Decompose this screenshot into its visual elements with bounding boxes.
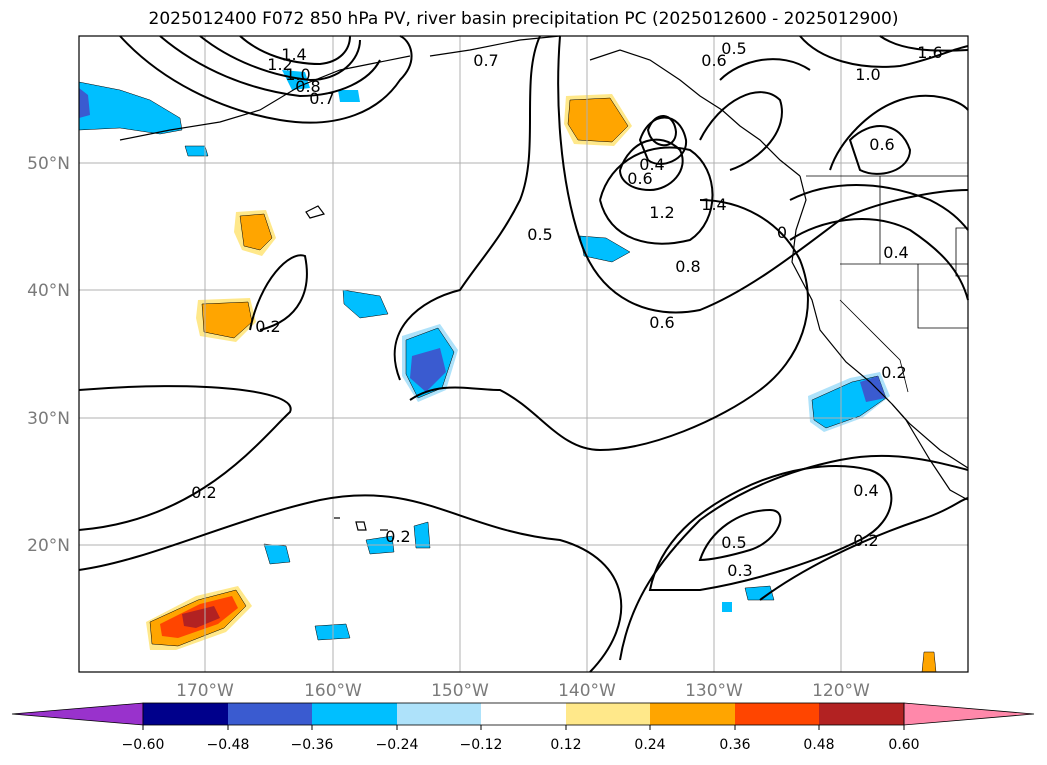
contour-label: 1.2 (267, 55, 292, 74)
gridlines (79, 36, 968, 672)
precip-patch (579, 235, 631, 263)
colorbar-segment (397, 703, 481, 725)
colorbar-segment (312, 703, 397, 725)
contour-labels: 1.4 1.2 1.0 0.8 0.7 0.7 0.5 0.6 1.0 1.6 … (191, 39, 942, 580)
colorbar-tick-label: −0.48 (207, 737, 250, 753)
lon-label: 130°W (685, 681, 743, 701)
contour-label: 0.3 (727, 561, 752, 580)
contour-label: 0.2 (853, 531, 878, 550)
contour-label: 0.6 (627, 169, 652, 188)
lon-label: 140°W (558, 681, 616, 701)
lat-label: 20°N (27, 536, 70, 556)
precip-patch (722, 602, 732, 612)
lat-label: 40°N (27, 281, 70, 301)
precip-shading (78, 70, 937, 673)
lon-label: 170°W (176, 681, 234, 701)
latitude-labels: 50°N 40°N 30°N 20°N (27, 154, 70, 556)
lon-label: 160°W (304, 681, 362, 701)
colorbar-segment (819, 703, 904, 725)
longitude-labels: 170°W 160°W 150°W 140°W 130°W 120°W (176, 681, 870, 701)
precip-patch (921, 651, 937, 673)
precip-patch (239, 213, 273, 251)
colorbar-segment (566, 703, 650, 725)
colorbar-segment (735, 703, 819, 725)
contour-label: 1.4 (701, 195, 726, 214)
precip-patch (79, 88, 90, 118)
colorbar-tick-label: 0.12 (550, 737, 581, 753)
pv-contours (78, 35, 969, 673)
contour-label: 0.2 (881, 363, 906, 382)
precip-patch (263, 543, 291, 565)
contour-label: 1.4 (281, 45, 306, 64)
colorbar-tick-label: 0.24 (634, 737, 665, 753)
contour-label: 0.8 (295, 77, 320, 96)
precip-patch (860, 376, 886, 402)
contour-label: 0.8 (675, 257, 700, 276)
precip-patch (567, 97, 629, 143)
contour-label: 0.7 (309, 89, 334, 108)
contour-label: 0.5 (527, 225, 552, 244)
contour-label: 0.4 (853, 481, 878, 500)
islands (305, 205, 388, 531)
precip-patch (184, 145, 209, 157)
precip-patch (78, 81, 183, 135)
precip-patch (338, 90, 360, 102)
precip-patch (413, 521, 431, 549)
contour-label: 0.4 (639, 155, 664, 174)
lat-label: 50°N (27, 154, 70, 174)
colorbar-tick-label: −0.24 (376, 737, 419, 753)
colorbar-segment (228, 703, 312, 725)
contour-label: 0.6 (701, 51, 726, 70)
colorbar-frame (142, 702, 905, 726)
colorbar-segment (650, 703, 735, 725)
lon-label: 120°W (812, 681, 870, 701)
colorbar-tick-label: −0.12 (460, 737, 503, 753)
plot-title: 2025012400 F072 850 hPa PV, river basin … (148, 9, 899, 29)
contour-label: 0.5 (721, 39, 746, 58)
map-frame (78, 35, 969, 673)
colorbar-max-extend (903, 702, 1035, 726)
contour-label: 0.4 (883, 243, 908, 262)
contour-label: 1.6 (917, 43, 942, 62)
colorbar-ticks (142, 725, 905, 730)
precip-patch (182, 606, 220, 628)
contour-label: 0.7 (473, 51, 498, 70)
colorbar-tick-label: 0.48 (803, 737, 834, 753)
contour-label: 0.5 (721, 533, 746, 552)
contour-label: 1.0 (285, 65, 310, 84)
contour-label: 0.2 (385, 527, 410, 546)
lon-label: 150°W (431, 681, 489, 701)
colorbar-tick-label: −0.36 (291, 737, 334, 753)
colorbar-tick-label: 0.36 (719, 737, 750, 753)
colorbar-segment (143, 703, 228, 725)
colorbar-tick-label: 0.60 (888, 737, 919, 753)
precip-patch (201, 301, 253, 339)
colorbar-tick-label: −0.60 (122, 737, 165, 753)
coastlines (119, 35, 969, 501)
contour-label: 1.2 (649, 203, 674, 222)
contour-label: 0 (777, 223, 787, 242)
colorbar-min-extend (11, 702, 144, 726)
lat-label: 30°N (27, 409, 70, 429)
contour-label: 0.2 (191, 483, 216, 502)
colorbar-segment (481, 703, 566, 725)
precip-patch (342, 289, 389, 319)
colorbar: −0.60 −0.48 −0.36 −0.24 −0.12 0.12 0.24 … (11, 702, 1035, 753)
contour-label: 0.2 (255, 317, 280, 336)
contour-label: 0.6 (649, 313, 674, 332)
contour-label: 0.6 (869, 135, 894, 154)
precip-patch (410, 348, 446, 392)
contour-label: 1.0 (855, 65, 880, 84)
precip-patch (744, 585, 775, 601)
